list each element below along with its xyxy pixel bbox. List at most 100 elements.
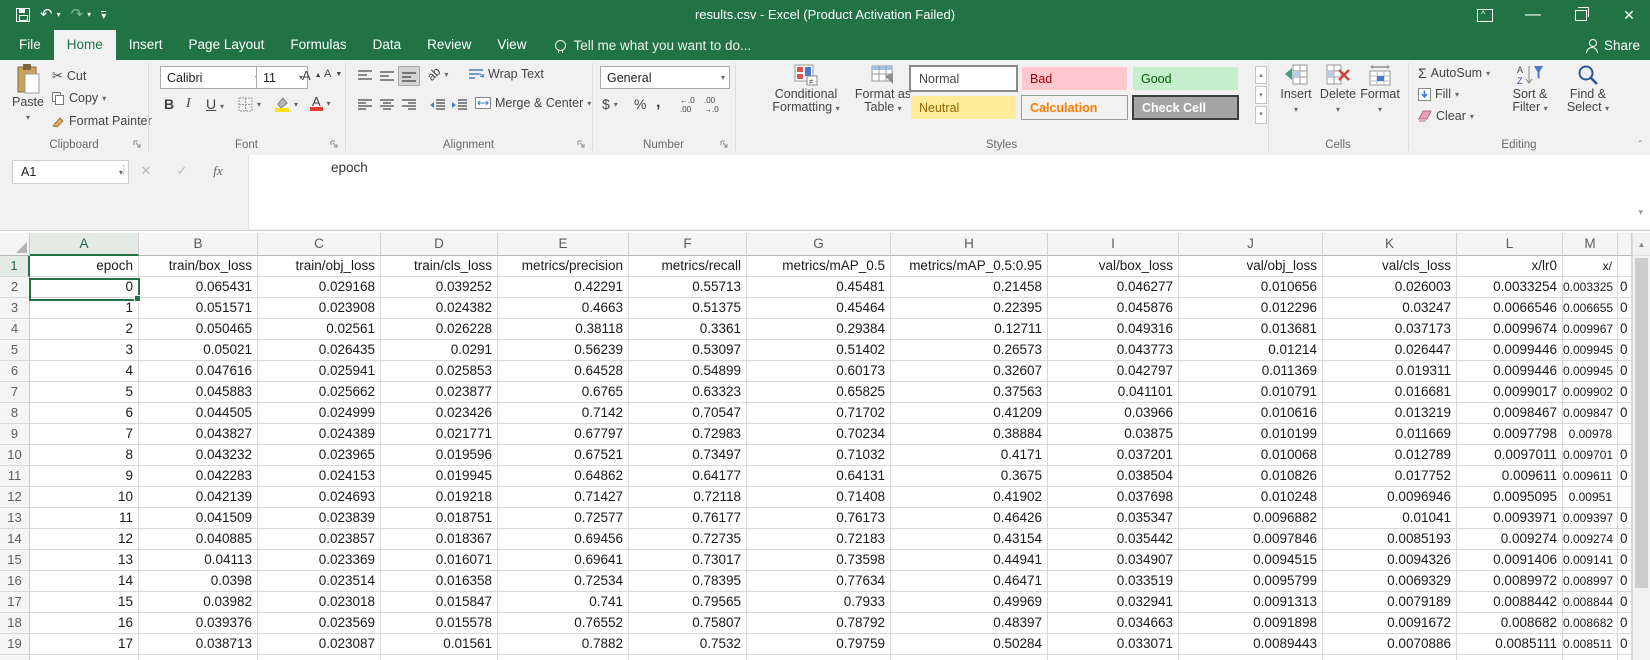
number-dialog-launcher-icon[interactable] xyxy=(720,140,730,150)
cell-L14[interactable]: 0.009274 xyxy=(1457,529,1563,550)
cut-button[interactable]: ✂ Cut xyxy=(52,68,86,84)
cell-J18[interactable]: 0.0091898 xyxy=(1179,613,1323,634)
cell-H11[interactable]: 0.3675 xyxy=(891,466,1048,487)
align-center-button[interactable] xyxy=(377,96,397,114)
cell-B8[interactable]: 0.044505 xyxy=(139,403,258,424)
cell-B13[interactable]: 0.041509 xyxy=(139,508,258,529)
customize-qat-icon[interactable]: ▾ xyxy=(101,10,107,22)
cell-A15[interactable]: 13 xyxy=(30,550,139,571)
cell-M11[interactable]: 0.009611 xyxy=(1563,466,1618,487)
cell-F18[interactable]: 0.75807 xyxy=(629,613,747,634)
cell-L5[interactable]: 0.0099446 xyxy=(1457,340,1563,361)
cell-partial-19[interactable]: 0 xyxy=(1618,634,1632,655)
enter-icon[interactable]: ✓ xyxy=(176,163,188,178)
cell-E3[interactable]: 0.4663 xyxy=(498,298,629,319)
cell-E15[interactable]: 0.69641 xyxy=(498,550,629,571)
percent-style-button[interactable]: % xyxy=(634,96,646,112)
cell-L17[interactable]: 0.0088442 xyxy=(1457,592,1563,613)
cell-G14[interactable]: 0.72183 xyxy=(747,529,891,550)
cell-C14[interactable]: 0.023857 xyxy=(258,529,381,550)
format-painter-button[interactable]: Format Painter xyxy=(52,114,152,128)
cell-D6[interactable]: 0.025853 xyxy=(381,361,498,382)
cancel-icon[interactable]: ✕ xyxy=(140,163,152,178)
cell-M20[interactable] xyxy=(1563,655,1618,660)
cell-G18[interactable]: 0.78792 xyxy=(747,613,891,634)
cell-G10[interactable]: 0.71032 xyxy=(747,445,891,466)
conditional-formatting-button[interactable]: ≠ Conditional Formatting ▾ xyxy=(765,64,847,115)
cell-C17[interactable]: 0.023018 xyxy=(258,592,381,613)
cell-L10[interactable]: 0.0097011 xyxy=(1457,445,1563,466)
cell-D2[interactable]: 0.039252 xyxy=(381,277,498,298)
cell-A17[interactable]: 15 xyxy=(30,592,139,613)
tab-review[interactable]: Review xyxy=(427,37,472,52)
cell-D12[interactable]: 0.019218 xyxy=(381,487,498,508)
col-header-K[interactable]: K xyxy=(1323,233,1457,256)
cell-L15[interactable]: 0.0091406 xyxy=(1457,550,1563,571)
cell-F12[interactable]: 0.72118 xyxy=(629,487,747,508)
cell-B3[interactable]: 0.051571 xyxy=(139,298,258,319)
gallery-more-icon[interactable]: ▾ xyxy=(1255,106,1267,124)
cell-D19[interactable]: 0.01561 xyxy=(381,634,498,655)
cell-E9[interactable]: 0.67797 xyxy=(498,424,629,445)
cell-I7[interactable]: 0.041101 xyxy=(1048,382,1179,403)
accounting-format-button[interactable]: $ ▾ xyxy=(602,96,618,112)
font-size-select[interactable]: 11 ▾ xyxy=(256,66,308,89)
cell-M8[interactable]: 0.009847 xyxy=(1563,403,1618,424)
cell-J14[interactable]: 0.0097846 xyxy=(1179,529,1323,550)
cell-G19[interactable]: 0.79759 xyxy=(747,634,891,655)
row-header-3[interactable]: 3 xyxy=(0,298,30,319)
cell-G6[interactable]: 0.60173 xyxy=(747,361,891,382)
cell-M9[interactable]: 0.00978 xyxy=(1563,424,1618,445)
row-header-10[interactable]: 10 xyxy=(0,445,30,466)
cell-B16[interactable]: 0.0398 xyxy=(139,571,258,592)
cell-C19[interactable]: 0.023087 xyxy=(258,634,381,655)
cell-partial-17[interactable]: 0 xyxy=(1618,592,1632,613)
cell-H3[interactable]: 0.22395 xyxy=(891,298,1048,319)
cell-I16[interactable]: 0.033519 xyxy=(1048,571,1179,592)
cell-A13[interactable]: 11 xyxy=(30,508,139,529)
cell-J4[interactable]: 0.013681 xyxy=(1179,319,1323,340)
cell-A7[interactable]: 5 xyxy=(30,382,139,403)
cell-I11[interactable]: 0.038504 xyxy=(1048,466,1179,487)
cell-L20[interactable] xyxy=(1457,655,1563,660)
grow-font-button[interactable]: A ▲ xyxy=(302,68,322,83)
cell-C16[interactable]: 0.023514 xyxy=(258,571,381,592)
cell-E4[interactable]: 0.38118 xyxy=(498,319,629,340)
cell-C1[interactable]: train/obj_loss xyxy=(258,256,381,277)
tab-page-layout[interactable]: Page Layout xyxy=(188,37,265,52)
cell-L19[interactable]: 0.0085111 xyxy=(1457,634,1563,655)
cell-J2[interactable]: 0.010656 xyxy=(1179,277,1323,298)
cell-M19[interactable]: 0.008511 xyxy=(1563,634,1618,655)
cell-B12[interactable]: 0.042139 xyxy=(139,487,258,508)
col-header-I[interactable]: I xyxy=(1048,233,1179,256)
cell-G16[interactable]: 0.77634 xyxy=(747,571,891,592)
row-header-2[interactable]: 2 xyxy=(0,277,30,298)
cell-G3[interactable]: 0.45464 xyxy=(747,298,891,319)
cell-B15[interactable]: 0.04113 xyxy=(139,550,258,571)
copy-button[interactable]: Copy ▾ xyxy=(52,91,106,105)
cell-J15[interactable]: 0.0094515 xyxy=(1179,550,1323,571)
row-header-19[interactable]: 19 xyxy=(0,634,30,655)
cell-D8[interactable]: 0.023426 xyxy=(381,403,498,424)
cell-F20[interactable] xyxy=(629,655,747,660)
cell-A16[interactable]: 14 xyxy=(30,571,139,592)
redo-icon[interactable]: ↷ xyxy=(70,6,84,23)
cell-F15[interactable]: 0.73017 xyxy=(629,550,747,571)
cell-E13[interactable]: 0.72577 xyxy=(498,508,629,529)
tab-data[interactable]: Data xyxy=(372,37,402,52)
cell-J16[interactable]: 0.0095799 xyxy=(1179,571,1323,592)
style-good[interactable]: Good xyxy=(1132,66,1239,91)
cell-H20[interactable] xyxy=(891,655,1048,660)
cell-H1[interactable]: metrics/mAP_0.5:0.95 xyxy=(891,256,1048,277)
cell-I12[interactable]: 0.037698 xyxy=(1048,487,1179,508)
cell-I8[interactable]: 0.03966 xyxy=(1048,403,1179,424)
tab-view[interactable]: View xyxy=(497,37,527,52)
cell-M4[interactable]: 0.009967 xyxy=(1563,319,1618,340)
ribbon-display-options-icon[interactable] xyxy=(1468,0,1502,30)
cell-partial-15[interactable]: 0 xyxy=(1618,550,1632,571)
cell-L3[interactable]: 0.0066546 xyxy=(1457,298,1563,319)
format-as-table-button[interactable]: Format as Table ▾ xyxy=(853,64,913,115)
cell-D15[interactable]: 0.016071 xyxy=(381,550,498,571)
insert-function-icon[interactable]: fx xyxy=(213,163,223,178)
orientation-button[interactable]: ab ▾ xyxy=(424,64,448,83)
